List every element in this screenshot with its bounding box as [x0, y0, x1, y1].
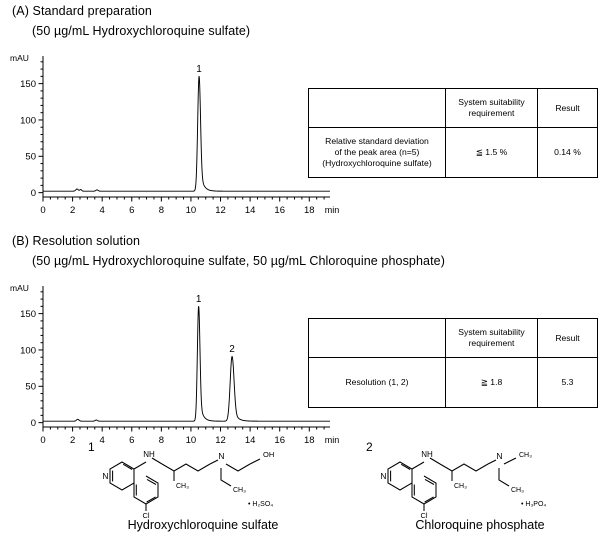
header-requirement-line2: requirement: [468, 108, 515, 118]
nh-label: NH: [421, 450, 433, 459]
svg-text:18: 18: [304, 205, 315, 216]
hydroxyl-label: OH: [263, 450, 274, 459]
panel-a-title: (A) Standard preparation: [12, 4, 152, 18]
row-label-line3: (Hydroxychloroquine sulfate): [322, 158, 432, 168]
header-blank: [308, 88, 446, 128]
svg-text:18: 18: [304, 435, 315, 446]
svg-text:150: 150: [20, 79, 36, 90]
row-requirement: ≧ 1.8: [445, 357, 538, 408]
header-requirement-line1: System suitability: [458, 327, 525, 337]
svg-text:10: 10: [186, 205, 197, 216]
structure-2-drawing: N Cl NH CH₃ N CH₃ CH₃ • H₃PO₄: [380, 450, 546, 520]
svg-text:mAU: mAU: [10, 283, 29, 293]
chlorine-label: Cl: [142, 511, 149, 520]
header-requirement: System suitability requirement: [445, 318, 538, 358]
svg-text:min: min: [325, 435, 340, 445]
svg-text:16: 16: [274, 435, 285, 446]
svg-text:2: 2: [70, 435, 75, 446]
chlorine-label: Cl: [420, 511, 427, 520]
svg-text:4: 4: [100, 205, 105, 216]
svg-text:50: 50: [25, 382, 36, 393]
chromatogram-a-plot: 0 50 100 150 mAU 0 2 4 6 8 10 12 14 16 18 min 1: [10, 53, 340, 216]
row-result: 0.14 %: [537, 127, 598, 178]
structure-chloroquine: N Cl NH CH₃ N CH₃ CH₃ • H₃PO₄: [378, 440, 598, 520]
row-requirement: ≦ 1.5 %: [445, 127, 538, 178]
header-blank: [308, 318, 446, 358]
svg-text:12: 12: [215, 205, 226, 216]
header-result: Result: [537, 88, 598, 128]
svg-text:0: 0: [40, 205, 45, 216]
structure-1-caption: Hydroxychloroquine sulfate: [127, 518, 279, 532]
methyl-c-label: CH₃: [511, 487, 524, 494]
svg-text:10: 10: [186, 435, 197, 446]
panel-b-table: System suitability requirement Result Re…: [308, 318, 598, 408]
row-label: Relative standard deviation of the peak …: [308, 127, 446, 178]
panel-a-subtitle: (50 µg/mL Hydroxychloroquine sulfate): [32, 24, 251, 38]
salt-label: • H₃PO₄: [521, 501, 546, 508]
svg-text:12: 12: [215, 435, 226, 446]
chromatogram-b: 0 50 100 150 mAU 0 2 4 6 8 10 12 14 16 18 min 1 2: [0, 274, 350, 449]
svg-text:6: 6: [129, 205, 134, 216]
row-label-line1: Relative standard deviation: [325, 136, 429, 146]
svg-text:2: 2: [229, 344, 235, 355]
svg-text:mAU: mAU: [10, 53, 29, 63]
svg-text:min: min: [325, 205, 340, 215]
svg-text:1: 1: [196, 64, 202, 75]
panel-a-table: System suitability requirement Result Re…: [308, 88, 598, 178]
svg-text:16: 16: [274, 205, 285, 216]
row-result: 5.3: [537, 357, 598, 408]
structure-2-caption: Chloroquine phosphate: [415, 518, 545, 532]
svg-text:0: 0: [40, 435, 45, 446]
svg-text:6: 6: [129, 435, 134, 446]
svg-text:14: 14: [245, 205, 256, 216]
svg-text:14: 14: [245, 435, 256, 446]
amine-nitrogen-label: N: [496, 451, 502, 461]
table-row: Resolution (1, 2) ≧ 1.8 5.3: [308, 357, 598, 408]
svg-text:8: 8: [159, 435, 164, 446]
table-header-row: System suitability requirement Result: [308, 88, 598, 128]
svg-text:100: 100: [20, 345, 36, 356]
methyl-a-label: CH₃: [176, 483, 189, 490]
header-result: Result: [537, 318, 598, 358]
structure-2-number: 2: [366, 440, 373, 454]
svg-text:100: 100: [20, 115, 36, 126]
panel-b-subtitle: (50 µg/mL Hydroxychloroquine sulfate, 50…: [32, 254, 445, 268]
row-label: Resolution (1, 2): [308, 357, 446, 408]
structure-1-number: 1: [88, 440, 95, 454]
svg-text:2: 2: [70, 205, 75, 216]
svg-text:4: 4: [100, 435, 105, 446]
header-requirement-line1: System suitability: [458, 97, 525, 107]
panel-b-title: (B) Resolution solution: [12, 234, 141, 248]
structure-hydroxychloroquine: N Cl NH CH₃ N CH₃ OH • H₂SO₄: [100, 440, 320, 520]
salt-label: • H₂SO₄: [248, 501, 273, 508]
methyl-a-label: CH₃: [454, 483, 467, 490]
header-requirement-line2: requirement: [468, 338, 515, 348]
svg-text:0: 0: [31, 418, 36, 429]
structure-1-drawing: N Cl NH CH₃ N CH₃ OH • H₂SO₄: [102, 450, 274, 520]
svg-text:0: 0: [31, 188, 36, 199]
row-label-line2: of the peak area (n=5): [334, 147, 420, 157]
chromatogram-a: 0 50 100 150 mAU 0 2 4 6 8 10 12 14 16 18 min 1: [0, 44, 350, 219]
ring-nitrogen-label: N: [380, 471, 386, 481]
nh-label: NH: [143, 450, 155, 459]
table-header-row: System suitability requirement Result: [308, 318, 598, 358]
amine-nitrogen-label: N: [218, 451, 224, 461]
svg-text:50: 50: [25, 152, 36, 163]
methyl-b-label: CH₃: [519, 452, 532, 459]
svg-text:1: 1: [196, 294, 202, 305]
svg-text:150: 150: [20, 309, 36, 320]
table-row: Relative standard deviation of the peak …: [308, 127, 598, 178]
header-requirement: System suitability requirement: [445, 88, 538, 128]
svg-text:8: 8: [159, 205, 164, 216]
ring-nitrogen-label: N: [102, 471, 108, 481]
methyl-b-label: CH₃: [233, 487, 246, 494]
